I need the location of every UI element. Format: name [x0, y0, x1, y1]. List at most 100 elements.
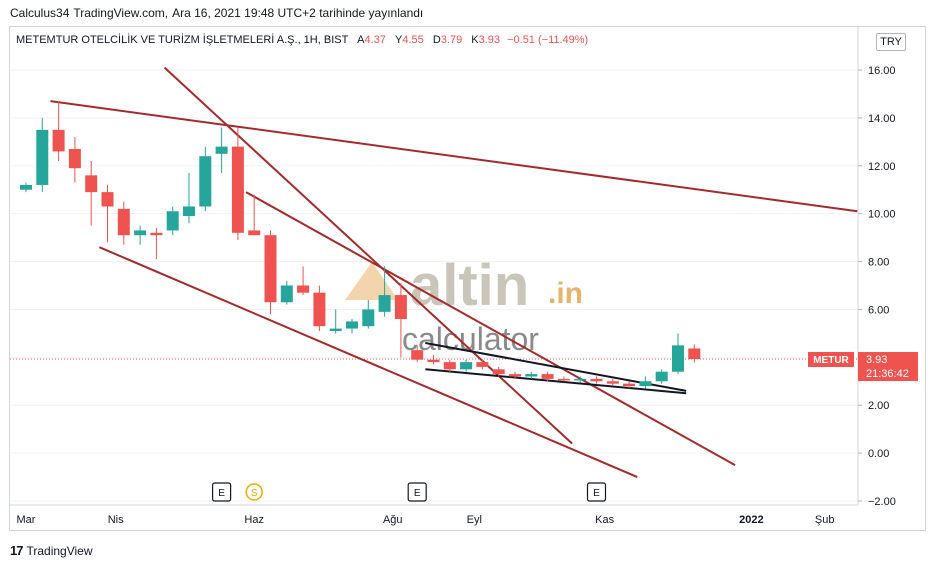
close-value: 3.93 — [478, 34, 501, 46]
candle — [166, 206, 179, 236]
candle-body — [231, 146, 244, 233]
footer-brand[interactable]: TradingView — [26, 543, 93, 558]
earnings-event-icon — [586, 482, 607, 502]
footer: 17 TradingView — [10, 543, 93, 558]
candle-body — [427, 359, 440, 363]
candle — [346, 319, 358, 334]
chart-frame — [9, 26, 926, 531]
y-tick-label: 12.00 — [868, 161, 896, 173]
trendline — [425, 368, 687, 395]
candle — [85, 160, 98, 226]
price-tag-countdown: 21:36:42 — [866, 368, 909, 380]
candle — [443, 359, 456, 372]
candle — [672, 333, 684, 375]
candle — [117, 201, 130, 245]
event-label: E — [218, 488, 225, 499]
candle — [20, 182, 32, 193]
earnings-event-icon — [407, 482, 427, 502]
candle — [36, 117, 49, 193]
candle — [329, 309, 342, 334]
candle — [557, 376, 570, 382]
candle-body — [183, 206, 195, 217]
candle-body — [443, 362, 456, 370]
candle — [525, 371, 538, 379]
candle-body — [590, 378, 603, 382]
candle-body — [166, 211, 179, 231]
candle-body — [557, 378, 570, 381]
candle — [297, 266, 310, 296]
symbol-tag-text: METUR — [813, 355, 849, 366]
x-axis: Mar Nis Haz Ağu Eyl Kas 2022 Şub — [10, 504, 858, 526]
price-tag-price: 3.93 — [866, 354, 887, 366]
candle-body — [476, 362, 489, 367]
candle-body — [623, 383, 636, 387]
candle — [411, 345, 424, 363]
candle — [150, 228, 163, 260]
candle-body — [199, 156, 212, 207]
candle-body — [688, 348, 701, 360]
author-name[interactable]: Calculus34 — [10, 6, 70, 20]
candle-body — [248, 230, 261, 236]
candle — [248, 194, 261, 236]
x-tick-label: Haz — [244, 514, 264, 526]
change-value: −0.51 (−11.49%) — [507, 34, 589, 46]
price-tag-box — [858, 352, 918, 382]
y-tick-label: 0.00 — [868, 448, 889, 460]
low-label: D — [432, 34, 441, 46]
candle — [541, 371, 554, 382]
candle-body — [574, 378, 587, 381]
trendline — [163, 66, 573, 445]
x-tick-label: 2022 — [739, 514, 763, 526]
candle-body — [264, 235, 277, 303]
y-tick-label: −2.00 — [868, 496, 896, 508]
candle — [280, 280, 293, 305]
candle — [623, 381, 636, 389]
watermark-logo-icon — [345, 262, 398, 300]
candle-body — [329, 328, 342, 331]
candle — [574, 376, 587, 383]
candle-body — [150, 232, 163, 236]
earnings-event-icon — [212, 482, 232, 502]
candle-body — [411, 350, 424, 360]
x-tick-label: Mar — [17, 514, 36, 526]
candle-body — [68, 149, 81, 169]
low-value: 3.79 — [440, 34, 463, 46]
x-tick-label: Kas — [595, 514, 614, 526]
candle-body — [215, 146, 228, 154]
currency-button[interactable]: TRY — [876, 33, 906, 51]
candle — [313, 285, 326, 331]
publish-header: Calculus34 TradingView.com, Ara 16, 2021 1… — [10, 6, 427, 20]
candle-body — [362, 309, 375, 327]
candle-body — [378, 295, 391, 312]
candle — [655, 369, 668, 384]
x-tick-label: Şub — [815, 514, 835, 526]
candle — [231, 127, 244, 241]
symbol-title[interactable]: METEMTUR OTELCİLİK VE TURİZM İŞLETMELERİ… — [16, 34, 349, 46]
symbol-legend: METEMTUR OTELCİLİK VE TURİZM İŞLETMELERİ… — [16, 34, 588, 46]
candle-body — [313, 292, 326, 327]
x-tick-label: Eyl — [467, 514, 482, 526]
event-label: E — [593, 488, 600, 499]
candle-body — [134, 230, 147, 236]
candle-body — [460, 362, 473, 370]
candle — [68, 137, 81, 183]
candle-body — [639, 381, 652, 387]
high-value: 4.55 — [402, 34, 424, 46]
publish-date: Ara 16, 2021 19:48 UTC+2 tarihinde yayın… — [172, 6, 424, 20]
candle-body — [525, 374, 538, 377]
candle-body — [20, 184, 32, 190]
candle — [688, 344, 701, 363]
candle-body — [36, 129, 49, 185]
candle-body — [85, 175, 98, 193]
candle-body — [509, 374, 521, 377]
site-name: TradingView.com, — [73, 6, 169, 20]
candle — [362, 299, 375, 329]
y-axis: 16.0014.0012.0010.008.006.004.002.000.00… — [857, 27, 896, 508]
candle — [590, 376, 603, 384]
y-tick-label: 8.00 — [868, 257, 889, 269]
candle-body — [492, 369, 505, 375]
trendline — [98, 246, 638, 478]
candle — [427, 354, 440, 365]
